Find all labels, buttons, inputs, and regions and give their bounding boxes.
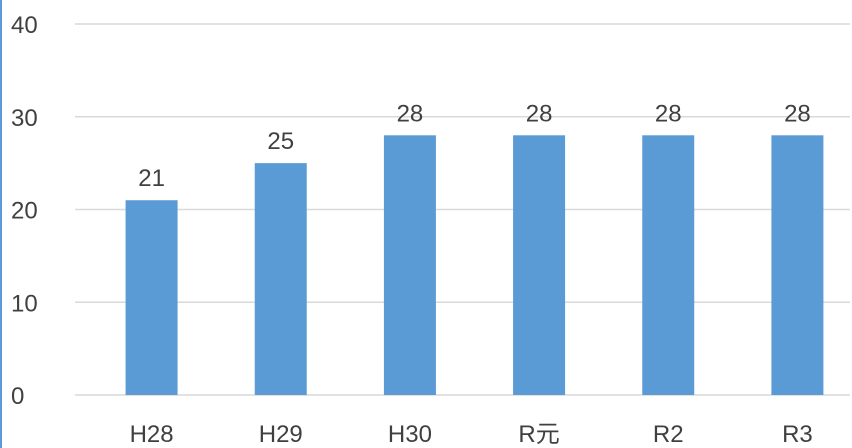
y-tick-label: 10 <box>11 290 38 317</box>
y-tick-label: 40 <box>11 12 38 39</box>
bar-0 <box>125 200 178 395</box>
gridlines <box>75 23 850 396</box>
data-label-1: 25 <box>267 128 294 155</box>
data-label-5: 28 <box>784 100 811 127</box>
x-axis-category-labels: H28 H29 H30 R元 R2 R3 <box>130 421 813 448</box>
bar-4 <box>642 135 695 396</box>
data-label-2: 28 <box>397 100 424 127</box>
bar-3 <box>513 135 566 396</box>
data-label-3: 28 <box>526 100 553 127</box>
y-tick-label: 20 <box>11 198 38 225</box>
y-tick-label: 30 <box>11 105 38 132</box>
x-category-label-2: H30 <box>388 421 432 448</box>
x-category-label-4: R2 <box>653 421 684 448</box>
bar-series <box>125 135 824 396</box>
y-tick-label: 0 <box>11 383 24 410</box>
x-category-label-0: H28 <box>130 421 174 448</box>
data-label-0: 21 <box>138 165 165 192</box>
x-category-label-5: R3 <box>782 421 813 448</box>
y-axis-tick-labels: 0 10 20 30 40 <box>11 12 38 410</box>
x-category-label-3: R元 <box>518 421 559 448</box>
bar-1 <box>254 163 307 395</box>
x-category-label-1: H29 <box>259 421 303 448</box>
bar-5 <box>771 135 824 396</box>
bar-2 <box>383 135 436 396</box>
data-label-4: 28 <box>655 100 682 127</box>
data-labels: 21 25 28 28 28 28 <box>138 100 811 192</box>
